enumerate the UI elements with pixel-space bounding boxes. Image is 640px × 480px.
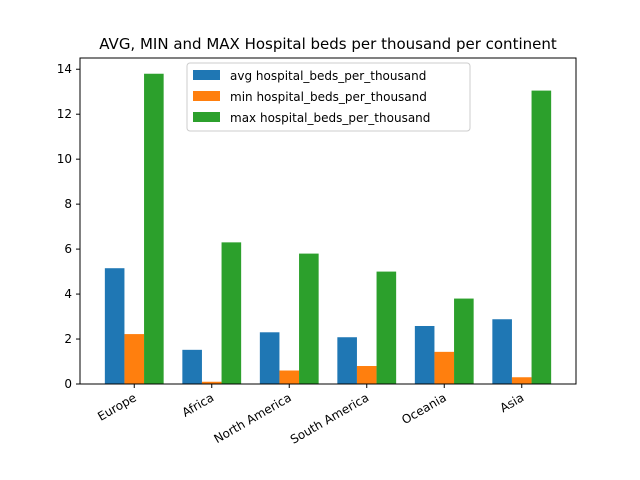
x-tick-label: Asia — [497, 390, 526, 415]
x-tick-label: North America — [212, 390, 294, 446]
legend-swatch — [193, 70, 220, 80]
x-tick-label: Oceania — [399, 390, 449, 427]
bar-europe-0 — [104, 268, 125, 384]
y-tick-label: 14 — [57, 62, 72, 76]
bar-asia-2 — [531, 90, 552, 384]
bar-north-america-1 — [279, 370, 300, 384]
y-tick-label: 6 — [64, 242, 72, 256]
bar-south-america-2 — [376, 271, 397, 384]
bar-africa-1 — [201, 381, 222, 384]
y-tick-label: 10 — [57, 152, 72, 166]
legend-swatch — [193, 91, 220, 101]
bar-asia-1 — [511, 377, 532, 384]
x-tick-label: Africa — [180, 390, 217, 419]
bar-africa-0 — [182, 349, 202, 384]
bar-south-america-1 — [356, 366, 377, 384]
plot-frame — [79, 57, 577, 385]
bar-oceania-1 — [434, 351, 455, 384]
bar-north-america-0 — [259, 332, 280, 384]
y-tick-label: 0 — [64, 377, 72, 391]
bar-north-america-2 — [299, 253, 319, 384]
y-tick-label: 2 — [64, 332, 72, 346]
bars-group — [104, 73, 552, 385]
bar-south-america-0 — [337, 337, 357, 384]
y-tick-label: 8 — [64, 197, 72, 211]
legend-swatch — [193, 112, 220, 122]
y-tick-label: 4 — [64, 287, 72, 301]
y-axis: 0 2 4 6 8 10 12 14 — [57, 62, 80, 391]
y-tick-label: 12 — [57, 107, 72, 121]
bar-oceania-0 — [414, 325, 435, 384]
legend-label: min hospital_beds_per_thousand — [230, 90, 427, 104]
legend-label: avg hospital_beds_per_thousand — [230, 69, 426, 83]
x-tick-label: South America — [288, 390, 371, 446]
bar-europe-1 — [124, 334, 145, 384]
legend-box — [186, 62, 471, 132]
bar-oceania-2 — [454, 298, 474, 384]
bar-africa-2 — [221, 242, 242, 384]
legend-label: max hospital_beds_per_thousand — [230, 111, 430, 125]
bar-europe-2 — [144, 73, 164, 385]
chart-title: AVG, MIN and MAX Hospital beds per thous… — [99, 35, 557, 53]
x-tick-label: Europe — [95, 390, 139, 423]
bar-asia-0 — [492, 319, 512, 384]
